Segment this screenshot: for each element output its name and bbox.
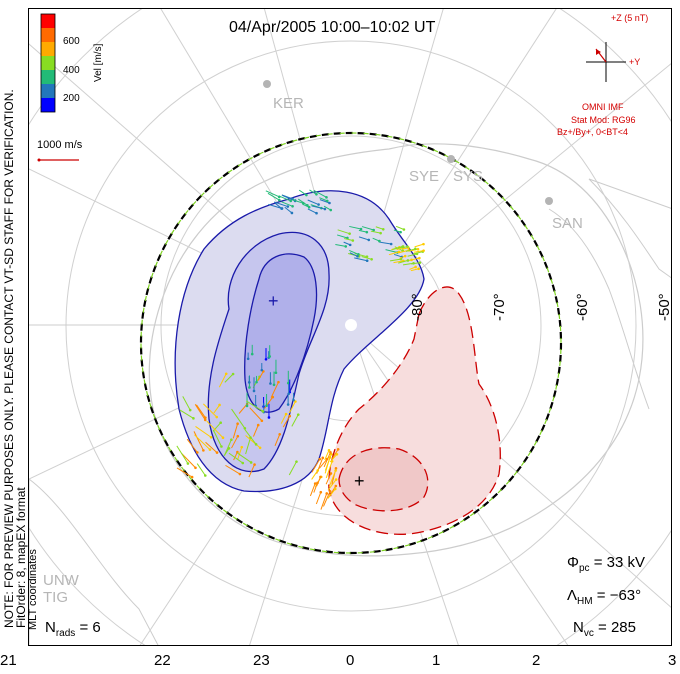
coords-label: MLT coordinates [27, 549, 39, 630]
stat-polar-cap-potential: Φpc = 33 kV [567, 554, 645, 574]
velocity-colorbar [40, 13, 56, 113]
stat-radar-count: Nrads = 6 [45, 619, 101, 639]
peninsula-coastline [548, 208, 650, 410]
colorbar-label: Vel [m/s] [93, 43, 104, 82]
mlt-1: 1 [432, 652, 441, 669]
positive-potential-inner [338, 447, 429, 512]
imf-model: Stat Mod: RG96 [571, 115, 636, 125]
lat-label-60: -60° [574, 293, 591, 321]
mlt-0: 0 [346, 652, 355, 669]
antarctica-coastline [148, 143, 644, 557]
convection-map: + + [29, 9, 671, 645]
positive-focus-marker: + [354, 471, 365, 491]
mlt-21: 21 [0, 652, 17, 669]
mlt-3: 3 [668, 652, 677, 669]
lat-label-50: -50° [656, 293, 672, 321]
lat-label-70: -70° [491, 293, 508, 321]
pole-marker [345, 319, 357, 331]
station-sys: SYS [453, 168, 484, 185]
imf-condition: Bz+/By+, 0<BT<4 [557, 127, 629, 137]
station-sye: SYE [409, 168, 440, 185]
australia-coastline [29, 478, 159, 645]
mlt-22: 22 [154, 652, 171, 669]
velocity-vectors [176, 189, 425, 510]
colorbar-tick-200: 200 [63, 93, 80, 104]
fit-order-note: FitOrder: 8, mapEX format [14, 487, 28, 628]
imf-z-label: +Z (5 nT) [611, 13, 649, 23]
colorbar-tick-400: 400 [63, 65, 80, 76]
imf-y-label: +Y [629, 57, 641, 67]
mlt-2: 2 [532, 652, 541, 669]
map-title: 04/Apr/2005 10:00–10:02 UT [229, 19, 436, 36]
station-tig: TIG [43, 589, 68, 606]
stat-vector-count: Nvc = 285 [573, 619, 636, 639]
station-ker: KER [273, 95, 304, 112]
negative-focus-marker: + [268, 291, 279, 311]
imf-source: OMNI IMF [582, 102, 624, 112]
lat-label-80: -80° [409, 293, 426, 321]
colorbar-tick-600: 600 [63, 36, 80, 47]
south-america-coastline [588, 178, 671, 279]
mlt-23: 23 [253, 652, 270, 669]
stat-hm-boundary: ΛHM = −63° [567, 587, 642, 607]
station-unw: UNW [43, 572, 79, 589]
map-frame: + + [28, 8, 672, 646]
scale-label: 1000 m/s [37, 139, 83, 151]
station-markers [263, 80, 553, 205]
station-san: SAN [552, 215, 583, 232]
